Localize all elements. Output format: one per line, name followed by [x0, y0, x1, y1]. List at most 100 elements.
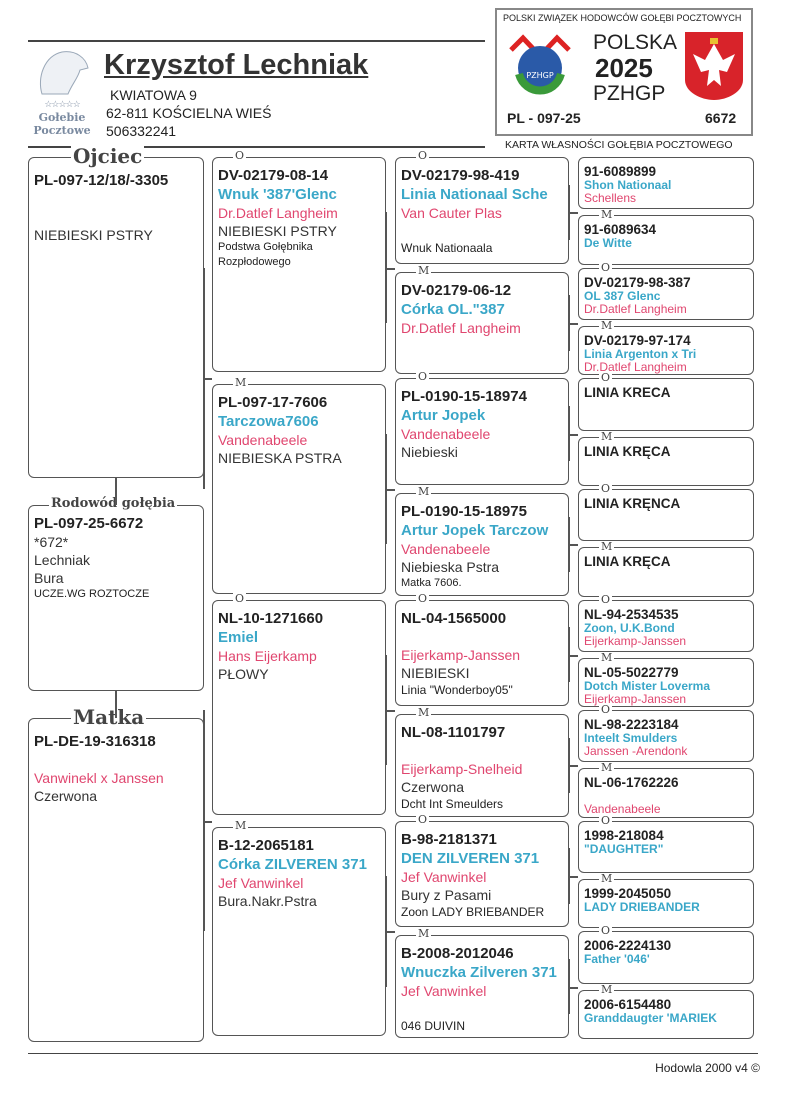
pigeon-gap: [34, 208, 198, 226]
pigeon-ring: 91-6089634: [584, 222, 657, 238]
connector: [115, 478, 117, 505]
pigeon-breeder: Vandenabeele: [401, 426, 491, 443]
pigeon-note: Linia "Wonderboy05": [401, 682, 513, 697]
pigeon-ring: 2006-6154480: [584, 996, 672, 1012]
pigeon-ring: NL-10-1271660: [218, 609, 324, 627]
pigeon-breeder: Dr.Datlef Langheim: [401, 319, 521, 336]
pigeon-gap: [401, 742, 563, 760]
pigeon-name: Father '046': [584, 953, 650, 967]
pedigree-box-gen3: M DV-02179-06-12 Córka OL."387 Dr.Datlef La…: [395, 263, 569, 375]
pigeon-breeder: Eijerkamp-Janssen: [584, 634, 687, 648]
address-line-2: 62-811 KOŚCIELNA WIEŚ: [106, 105, 272, 121]
box-label: O: [416, 812, 430, 827]
pigeon-ring: DV-02179-08-14: [218, 167, 329, 184]
bracket-connector: [385, 710, 395, 713]
box-label: M: [416, 927, 432, 942]
pigeon-color: NIEBIESKA PSTRA: [218, 450, 342, 467]
pigeon-color: NIEBIESKI: [401, 664, 470, 681]
pigeon-name: Linia Nationaal Sche: [401, 186, 548, 203]
box-label: O: [599, 481, 613, 495]
box-label: O: [416, 591, 430, 606]
pigeon-name: Tarczowa7606: [218, 413, 319, 431]
pedigree-box-gen1: Ojciec PL-097-12/18/-3305 NIEBIESKI PSTRY: [28, 144, 204, 478]
pigeon-breeder: Dr.Datlef Langheim: [584, 302, 687, 316]
pigeon-smallnote: UCZE.WG ROZTOCZE: [34, 588, 150, 600]
pigeon-color: NIEBIESKI PSTRY: [34, 227, 153, 243]
pigeon-ring: LINIA KRĘCA: [584, 443, 671, 459]
bracket-connector: [568, 322, 578, 325]
card-union: POLSKI ZWIĄZEK HODOWCÓW GOŁĘBI POCZTOWYC…: [503, 13, 742, 23]
pigeon-name: Wnuk '387'Glenc: [218, 186, 337, 203]
pigeon-breeder: Dr.Datlef Langheim: [584, 360, 687, 374]
pedigree-box-gen3: O PL-0190-15-18974 Artur Jopek Vandenabeele…: [395, 370, 569, 485]
club-logo: ☆☆☆☆☆ Gołebie Pocztowe: [28, 48, 96, 137]
pigeon-ring: PL-0190-15-18974: [401, 388, 527, 406]
box-label: M: [233, 818, 249, 833]
card-org: PZHGP: [593, 82, 666, 105]
pedigree-box-gen4: M LINIA KRĘCA: [578, 431, 754, 486]
pigeon-color: Lechniak: [34, 552, 91, 568]
address-line-1: KWIATOWA 9: [110, 87, 197, 103]
header-bottom-rule: [28, 146, 488, 148]
pigeon-name: De Witte: [584, 237, 632, 251]
box-label: M: [416, 484, 432, 499]
pigeon-color: Bura: [34, 570, 64, 586]
bracket-connector: [203, 378, 212, 381]
bracket-connector: [568, 765, 578, 768]
pigeon-ring: DV-02179-97-174: [584, 332, 691, 348]
pigeon-name: Dotch Mister Loverma: [584, 679, 711, 693]
pedigree-box-gen1: Matka PL-DE-19-316318 Vanwinekl x Janssen…: [28, 705, 204, 1042]
pigeon-breeder: Schellens: [584, 192, 637, 205]
box-label: M: [599, 429, 615, 443]
pigeon-color: Czerwona: [401, 779, 465, 796]
pigeon-ring: PL-0190-15-18975: [401, 502, 527, 520]
pigeon-smallnote: Matka 7606.: [401, 576, 462, 589]
pedigree-box-gen1: Rodowód gołębia PL-097-25-6672 *672* Lechni…: [28, 497, 204, 691]
box-label: O: [233, 149, 247, 163]
pigeon-name: LADY DRIEBANDER: [584, 901, 700, 915]
pigeon-gap: [401, 222, 563, 240]
box-label: O: [599, 592, 613, 606]
pigeon-ring: 1999-2045050: [584, 886, 672, 902]
pedigree-box-gen4: M DV-02179-97-174 Linia Argenton x Tri Dr.D…: [578, 320, 754, 376]
box-label: M: [599, 540, 615, 554]
box-label: M: [599, 872, 615, 886]
pigeon-ring: B-98-2181371: [401, 830, 497, 848]
pigeon-note: Zoon LADY BRIEBANDER: [401, 904, 545, 919]
pigeon-breeder: Vandenabeele: [218, 432, 308, 449]
pedigree-box-gen4: M 2006-6154480 Granddaugter 'MARIEK: [578, 984, 754, 1039]
pigeon-ring: NL-94-2534535: [584, 606, 679, 622]
pigeon-ring: NL-06-1762226: [584, 775, 679, 791]
pigeon-name: Wnuczka Zilveren 371: [401, 964, 557, 982]
pigeon-gap: [584, 790, 748, 803]
pigeon-gap: [401, 628, 563, 646]
pedigree-box-gen4: O LINIA KRECA: [578, 372, 754, 431]
card-caption: KARTA WŁASNOŚCI GOŁĘBIA POCZTOWEGO: [505, 139, 733, 151]
box-label: O: [416, 149, 430, 163]
pedigree-box-gen4: M NL-06-1762226 Vandenabeele: [578, 762, 754, 818]
pigeon-smallnote: Podstwa Gołębnika: [218, 241, 313, 253]
pedigree-box-gen2: O NL-10-1271660 Emiel Hans Eijerkamp PŁOWY: [212, 591, 386, 815]
pigeon-name: Artur Jopek Tarczow: [401, 521, 549, 539]
pigeon-name: Córka ZILVEREN 371: [218, 855, 367, 873]
pigeon-ring: B-2008-2012046: [401, 945, 514, 963]
pigeon-gap: [34, 190, 198, 208]
bracket-connector: [568, 876, 578, 879]
phone: 506332241: [106, 123, 177, 139]
box-label: O: [599, 924, 613, 938]
pedigree-box-gen4: M 91-6089634 De Witte: [578, 209, 754, 265]
pigeon-breeder: Vandenabeele: [584, 803, 661, 817]
pigeon-ring: 1998-218084: [584, 827, 664, 843]
box-label: Rodowód gołębia: [49, 496, 178, 511]
pigeon-breeder: Eijerkamp-Snelheid: [401, 761, 523, 778]
pedigree-box-gen4: O LINIA KRĘNCA: [578, 483, 754, 542]
pedigree-box-gen4: 91-6089899 Shon Nationaal Schellens: [578, 157, 754, 210]
pigeon-name: Córka OL."387: [401, 300, 505, 318]
logo-text-1: Gołebie: [38, 111, 86, 124]
pedigree-box-gen4: M LINIA KRĘCA: [578, 541, 754, 597]
pigeon-color: Niebieski: [401, 444, 458, 461]
logo-stars: ☆☆☆☆☆: [44, 100, 80, 110]
pigeon-ring: LINIA KRĘCA: [584, 554, 671, 570]
pedigree-box-gen3: M NL-08-1101797 Eijerkamp-Snelheid Czerwon…: [395, 706, 569, 817]
card-ring-prefix: PL - 097-25: [507, 110, 581, 126]
